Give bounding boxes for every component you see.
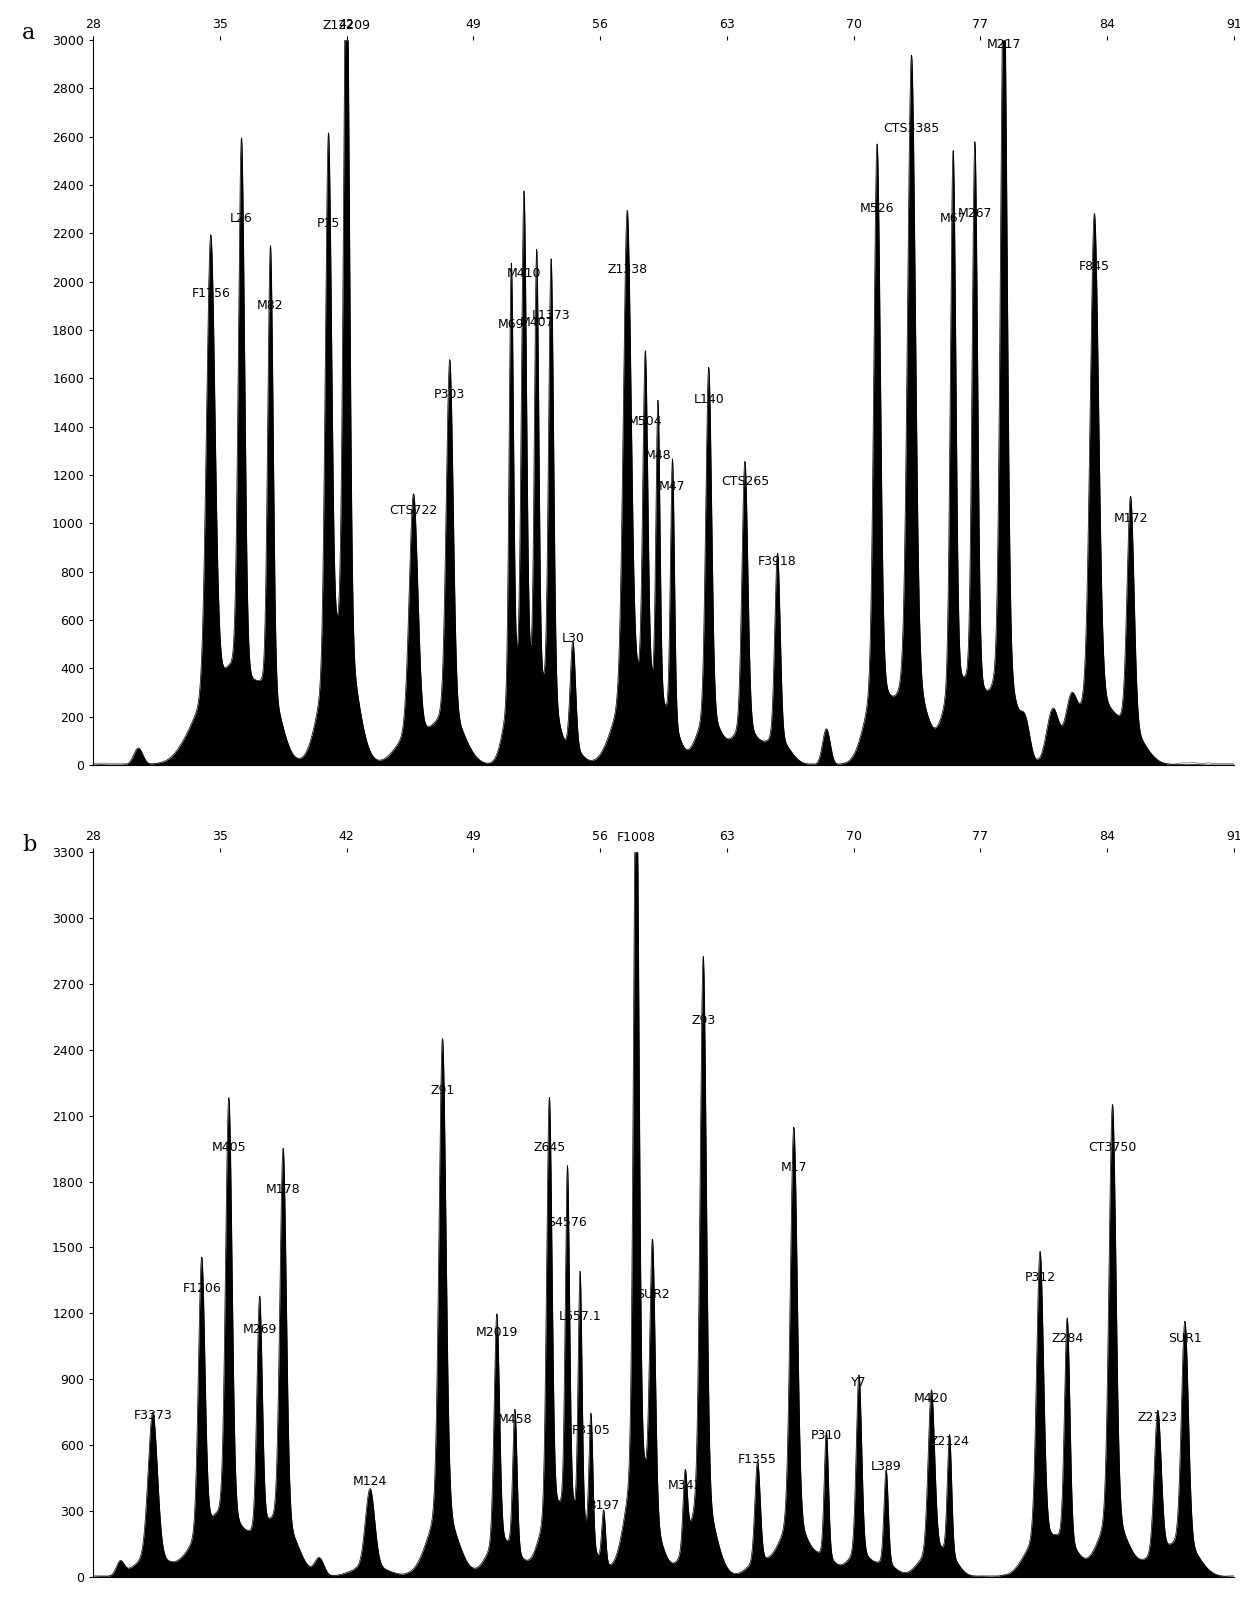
- Text: M458: M458: [497, 1414, 532, 1426]
- Text: M67: M67: [940, 211, 966, 224]
- Text: L30: L30: [562, 632, 584, 645]
- Text: M82: M82: [257, 299, 284, 312]
- Text: B197: B197: [588, 1499, 620, 1513]
- Text: b: b: [22, 834, 37, 857]
- Text: M2019: M2019: [476, 1326, 518, 1338]
- Text: Z2123: Z2123: [1138, 1412, 1178, 1425]
- Text: P310: P310: [811, 1428, 842, 1443]
- Text: M47: M47: [660, 480, 686, 493]
- Text: CTS265: CTS265: [720, 475, 769, 488]
- Text: Z2124: Z2124: [930, 1436, 970, 1449]
- Text: F1355: F1355: [738, 1454, 777, 1467]
- Text: M124: M124: [353, 1475, 387, 1487]
- Text: M267: M267: [957, 207, 992, 219]
- Text: M407: M407: [520, 315, 554, 328]
- Text: M504: M504: [627, 415, 662, 427]
- Text: M172: M172: [1114, 512, 1148, 525]
- Text: M269: M269: [242, 1324, 277, 1337]
- Text: M69: M69: [498, 319, 525, 331]
- Text: CT3750: CT3750: [1089, 1142, 1137, 1154]
- Text: M343: M343: [668, 1479, 702, 1492]
- Text: F1008: F1008: [616, 831, 656, 844]
- Text: M405: M405: [212, 1142, 246, 1154]
- Text: F845: F845: [1079, 261, 1110, 274]
- Text: F1756: F1756: [191, 287, 231, 299]
- Text: SUR1: SUR1: [1168, 1332, 1202, 1345]
- Text: L389: L389: [870, 1460, 901, 1473]
- Text: M526: M526: [859, 202, 894, 215]
- Text: P312: P312: [1024, 1271, 1055, 1284]
- Text: L140: L140: [693, 394, 724, 407]
- Text: P15: P15: [316, 216, 340, 229]
- Text: Z91: Z91: [430, 1084, 455, 1097]
- Text: Y7: Y7: [851, 1377, 867, 1390]
- Text: Z93: Z93: [691, 1013, 715, 1026]
- Text: F3373: F3373: [134, 1409, 172, 1422]
- Text: Z1338: Z1338: [608, 263, 647, 275]
- Text: SUR2: SUR2: [636, 1289, 670, 1302]
- Text: L1373: L1373: [532, 309, 570, 322]
- Text: S4576: S4576: [548, 1215, 588, 1230]
- Text: M410: M410: [507, 267, 541, 280]
- Text: F1206: F1206: [182, 1282, 221, 1295]
- Text: F3105: F3105: [572, 1425, 610, 1438]
- Text: M420: M420: [914, 1391, 949, 1404]
- Text: M17: M17: [780, 1161, 807, 1174]
- Text: Z284: Z284: [1052, 1332, 1084, 1345]
- Text: CTS722: CTS722: [389, 504, 438, 517]
- Text: M48: M48: [645, 448, 671, 461]
- Text: F3918: F3918: [758, 556, 797, 568]
- Text: a: a: [22, 22, 36, 43]
- Text: Z12209: Z12209: [322, 19, 371, 32]
- Text: L657.1: L657.1: [559, 1310, 601, 1324]
- Text: M217: M217: [987, 38, 1021, 51]
- Text: CTS3385: CTS3385: [883, 123, 940, 136]
- Text: Z645: Z645: [533, 1142, 565, 1154]
- Text: P303: P303: [434, 389, 465, 402]
- Text: L26: L26: [231, 211, 253, 224]
- Text: M178: M178: [265, 1183, 300, 1196]
